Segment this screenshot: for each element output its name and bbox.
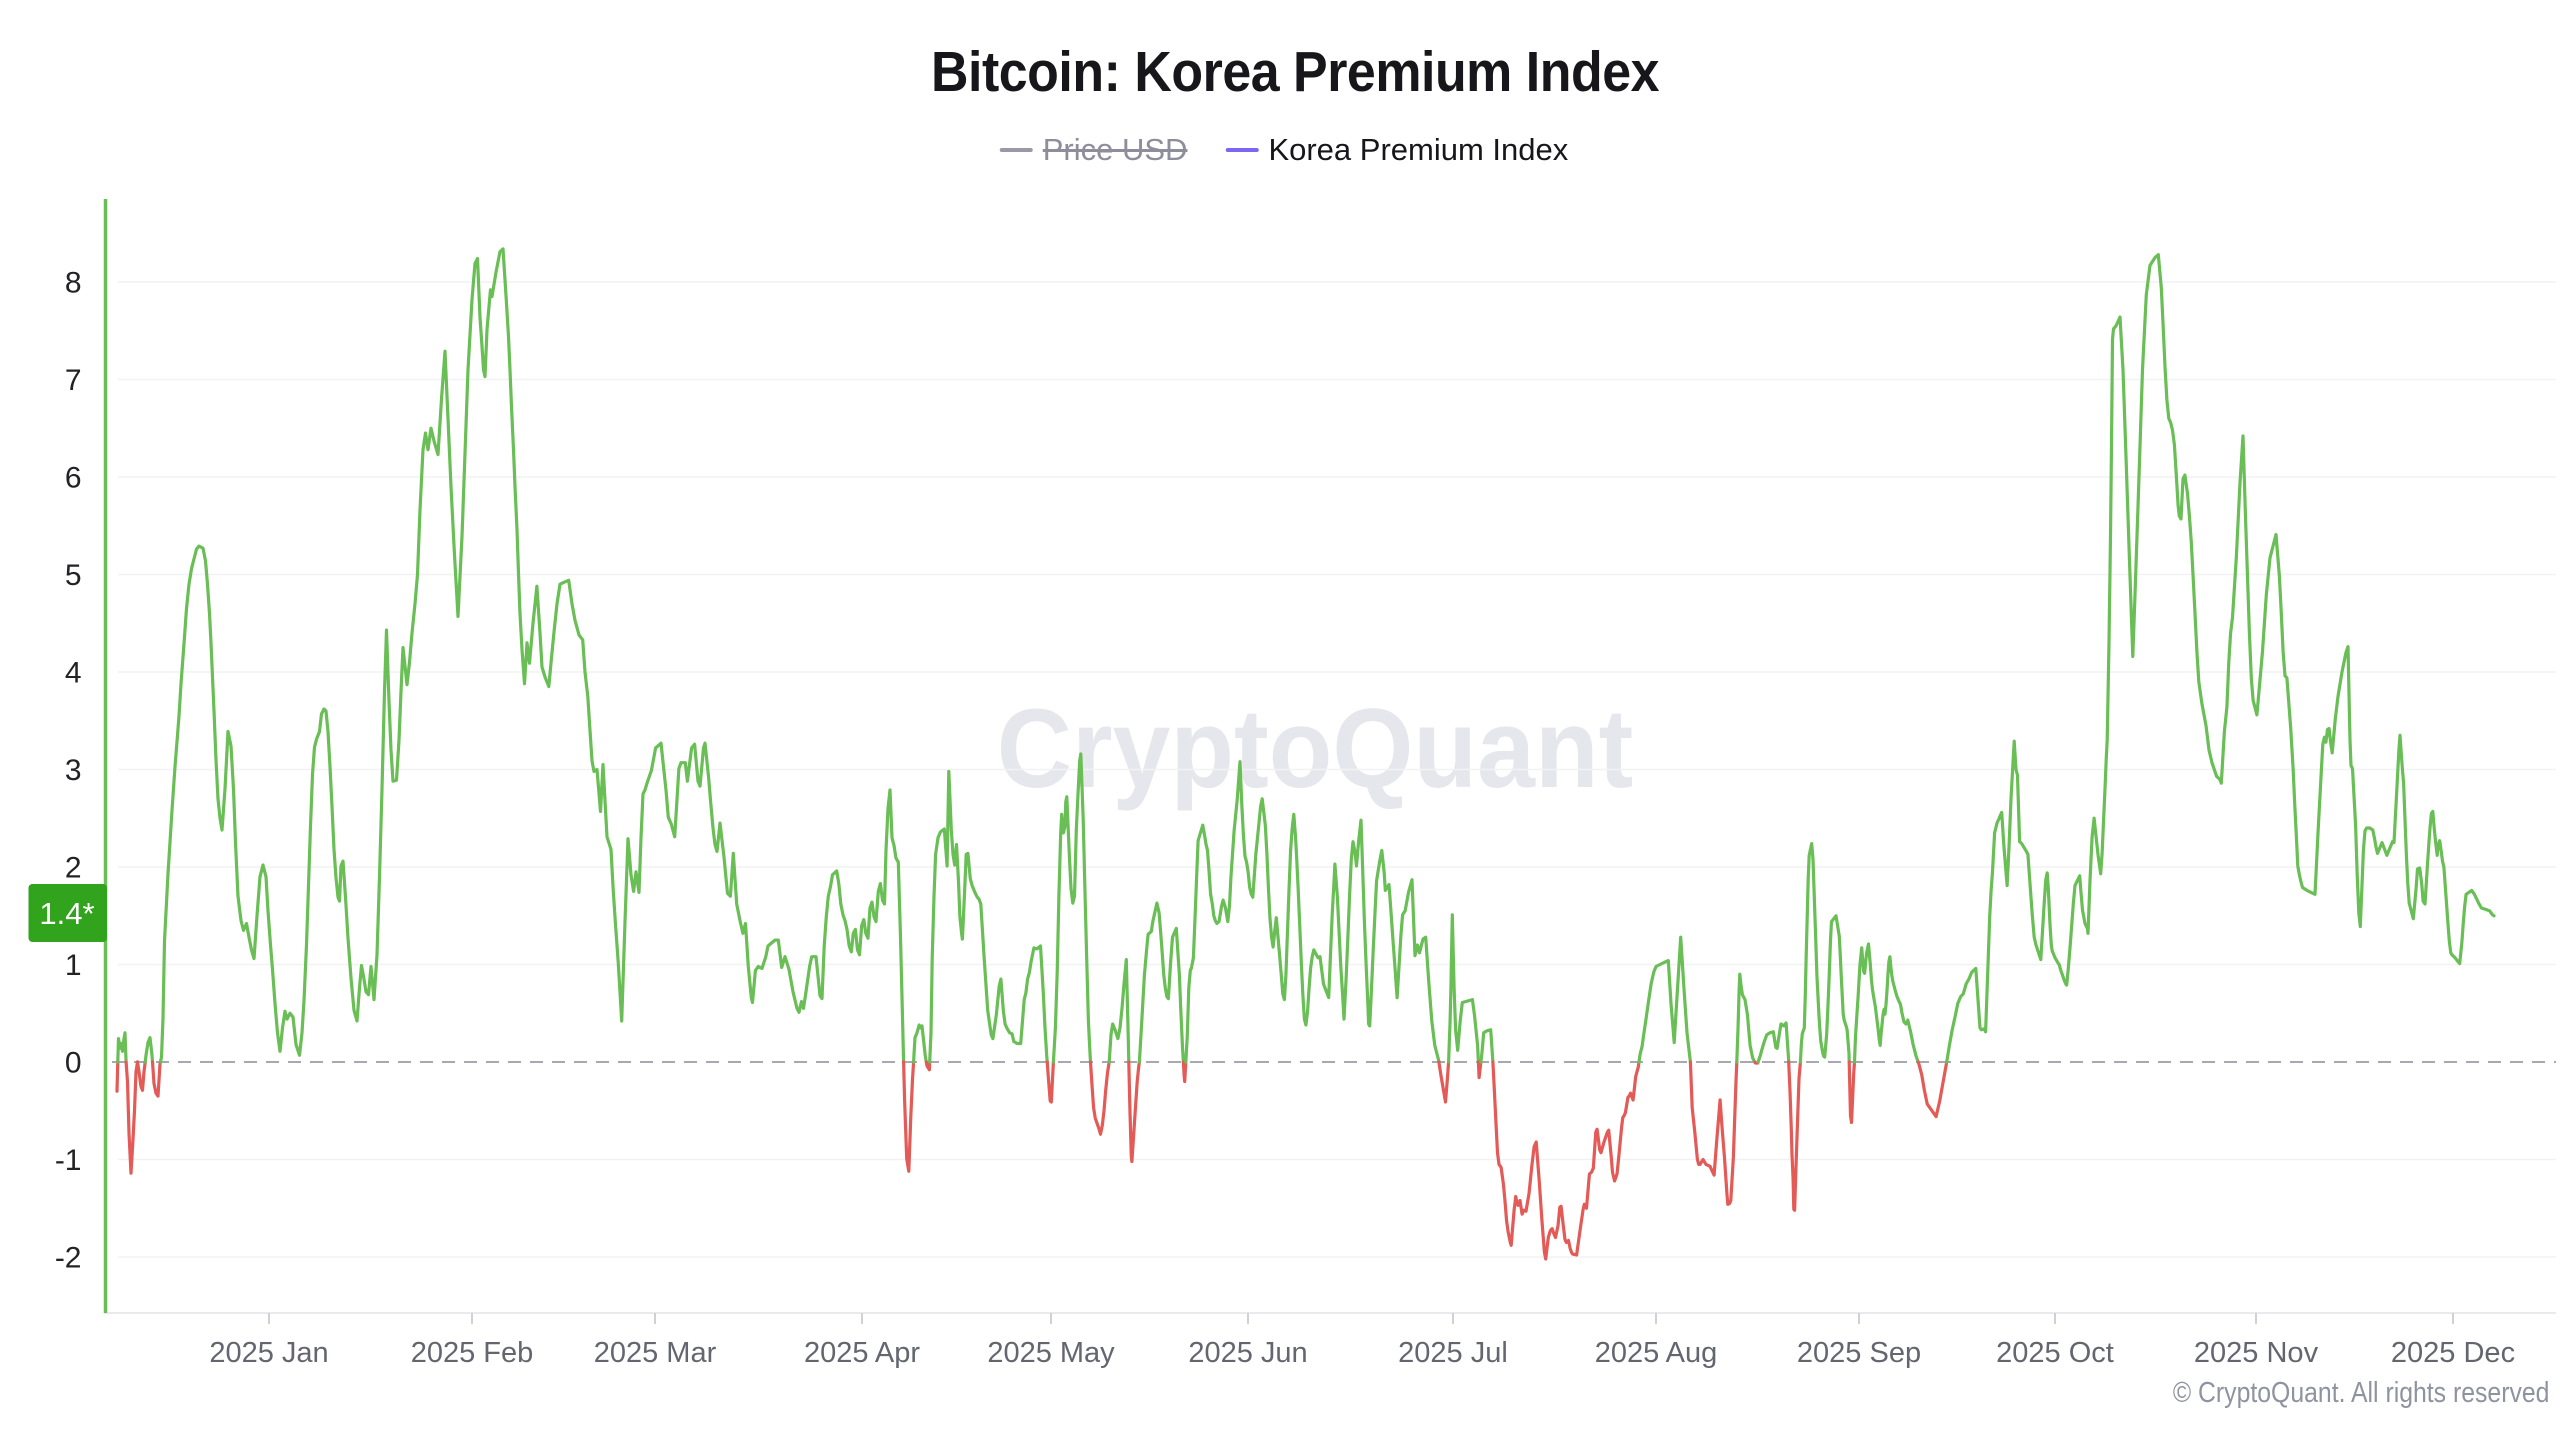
- svg-text:1.4*: 1.4*: [39, 896, 94, 931]
- svg-text:-1: -1: [55, 1144, 82, 1177]
- svg-text:2: 2: [65, 852, 82, 885]
- svg-text:1: 1: [65, 949, 82, 982]
- svg-text:0: 0: [65, 1047, 82, 1080]
- svg-text:7: 7: [65, 364, 82, 397]
- svg-text:2025 Jun: 2025 Jun: [1188, 1337, 1307, 1369]
- svg-text:2025 Feb: 2025 Feb: [411, 1337, 534, 1369]
- svg-text:-2: -2: [55, 1242, 82, 1275]
- svg-text:2025 Aug: 2025 Aug: [1595, 1337, 1718, 1369]
- svg-text:3: 3: [65, 754, 82, 787]
- svg-text:2025 May: 2025 May: [987, 1337, 1115, 1369]
- svg-text:2025 Apr: 2025 Apr: [804, 1337, 920, 1369]
- svg-text:5: 5: [65, 559, 82, 592]
- svg-text:2025 Jan: 2025 Jan: [209, 1337, 328, 1369]
- svg-text:2025 Dec: 2025 Dec: [2391, 1337, 2515, 1369]
- svg-text:2025 Sep: 2025 Sep: [1797, 1337, 1921, 1369]
- svg-text:4: 4: [65, 657, 82, 690]
- svg-text:6: 6: [65, 462, 82, 495]
- svg-text:2025 Nov: 2025 Nov: [2194, 1337, 2319, 1369]
- svg-text:8: 8: [65, 267, 82, 300]
- svg-text:2025 Oct: 2025 Oct: [1996, 1337, 2114, 1369]
- svg-text:2025 Jul: 2025 Jul: [1398, 1337, 1508, 1369]
- svg-text:2025 Mar: 2025 Mar: [594, 1337, 717, 1369]
